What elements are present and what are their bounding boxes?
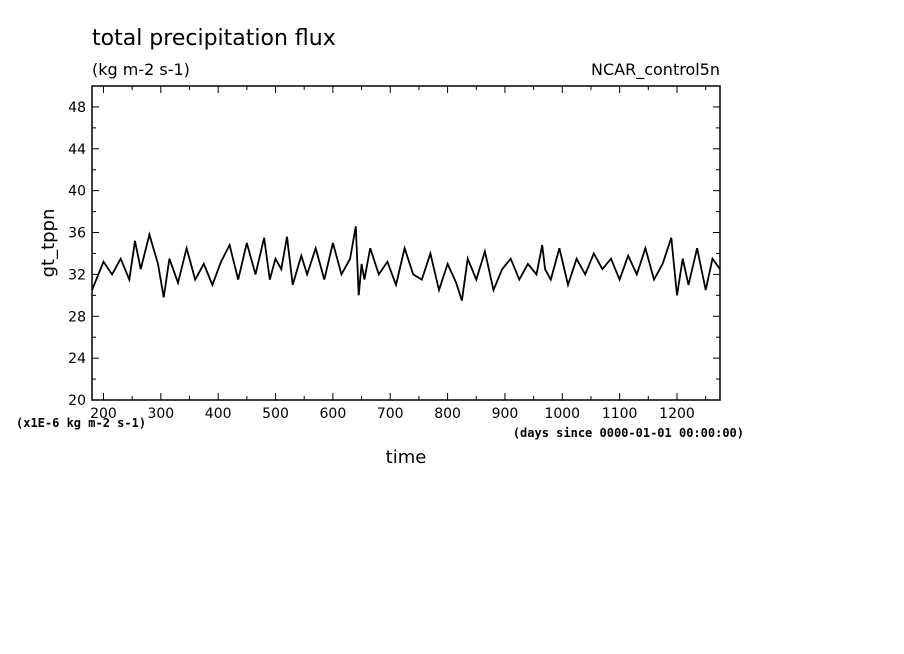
y-tick-label: 40 [68, 184, 86, 200]
y-axis-label: gt_tppn [38, 209, 59, 278]
y-tick-labels: 20 24 28 32 36 40 44 48 [68, 100, 86, 409]
chart-title: total precipitation flux [92, 26, 336, 51]
y-tick-label: 44 [68, 142, 86, 158]
x-tick-label: 200 [90, 406, 117, 422]
x-tick-label: 900 [492, 406, 519, 422]
y-tick-label: 24 [68, 351, 86, 367]
dataset-label: NCAR_control5n [591, 60, 720, 80]
x-tick-label: 600 [320, 406, 347, 422]
x-tick-label: 800 [434, 406, 461, 422]
x-tick-label: 400 [205, 406, 232, 422]
y-tick-label: 20 [68, 393, 86, 409]
axis-ticks [92, 85, 720, 401]
x-tick-label: 1000 [544, 406, 580, 422]
plot-frame [91, 85, 721, 401]
x-tick-label: 1100 [602, 406, 638, 422]
chart-subtitle: (kg m-2 s-1) [92, 60, 190, 79]
y-tick-label: 28 [68, 309, 86, 325]
x-tick-label: 700 [377, 406, 404, 422]
y-tick-label: 48 [68, 100, 86, 116]
y-tick-label: 36 [68, 226, 86, 242]
x-unit-note: (days since 0000-01-01 00:00:00) [513, 426, 744, 440]
y-tick-label: 32 [68, 267, 86, 283]
x-axis-label: time [386, 447, 427, 468]
x-tick-label: 500 [262, 406, 289, 422]
x-tick-label: 1200 [659, 406, 695, 422]
x-tick-labels: 200 300 400 500 600 700 800 900 1000 1100 1200 [90, 406, 695, 422]
series-line [91, 226, 721, 301]
x-tick-label: 300 [147, 406, 174, 422]
y-unit-note: (x1E-6 kg m-2 s-1) [16, 416, 146, 430]
